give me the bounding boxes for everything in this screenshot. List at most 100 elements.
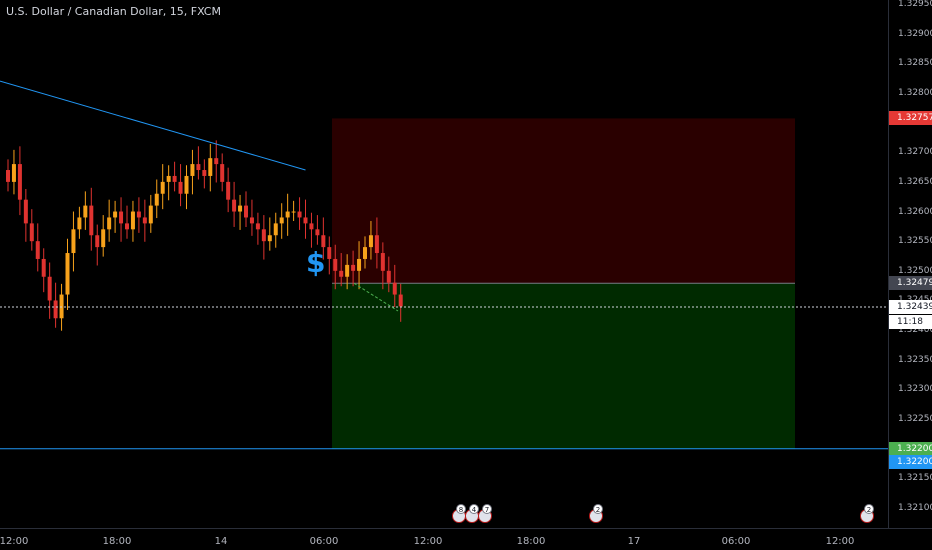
time-tick-label: 12:00	[825, 536, 855, 547]
candle-body	[297, 211, 302, 218]
candle-body	[380, 253, 385, 271]
candle-body	[130, 211, 135, 230]
position-path	[353, 282, 399, 312]
time-tick-label: 12:00	[0, 536, 29, 547]
time-tick-label: 14	[214, 536, 228, 547]
candle-body	[386, 270, 391, 283]
candle-body	[339, 270, 344, 277]
candle-body	[178, 181, 183, 194]
candle-body	[65, 253, 70, 295]
price-tick-label: 1.32850	[898, 58, 932, 69]
candle-body	[273, 223, 278, 236]
price-tick-label: 1.32800	[898, 87, 932, 98]
candle-body	[255, 223, 260, 230]
event-count-badge: 4	[469, 504, 479, 514]
price-tick-label: 1.32500	[898, 265, 932, 276]
candle-body	[303, 217, 308, 224]
candle-body	[392, 282, 397, 295]
time-axis-border	[0, 528, 932, 529]
candle-body	[59, 294, 64, 319]
time-tick-label: 17	[627, 536, 641, 547]
candle-body	[154, 193, 159, 206]
candle-body	[363, 247, 367, 259]
time-tick-label: 06:00	[309, 536, 339, 547]
candle-body	[345, 264, 350, 277]
candle-body	[267, 235, 272, 242]
stop-loss-zone	[332, 118, 795, 284]
candle-body	[172, 175, 177, 182]
price-tick-label: 1.32300	[898, 384, 932, 395]
candle-body	[374, 235, 379, 254]
candle-body	[232, 199, 237, 212]
event-count-badge: 8	[456, 504, 466, 514]
price-axis-border	[888, 0, 889, 528]
event-count-badge: 2	[593, 504, 603, 514]
candle-body	[71, 229, 76, 254]
candle-body	[398, 294, 403, 307]
candle-body	[101, 229, 106, 248]
candle-body	[119, 211, 124, 224]
candle-body	[249, 217, 254, 224]
candle-body	[77, 217, 82, 230]
candle-body	[244, 205, 248, 218]
candle-body	[17, 164, 22, 200]
candle-body	[6, 170, 10, 182]
candle-body	[333, 258, 338, 271]
candle-body	[83, 205, 88, 218]
price-tick-label: 1.32900	[898, 28, 932, 39]
price-tick-label: 1.32950	[898, 0, 932, 9]
price-badge: 11:18	[889, 315, 932, 329]
candle-body	[95, 235, 100, 248]
candle-body	[279, 217, 284, 224]
candle-body	[166, 175, 171, 182]
price-tick-label: 1.32400	[898, 325, 932, 336]
candle-body	[136, 211, 141, 218]
price-tick-label: 1.32350	[898, 354, 932, 365]
candle-body	[226, 181, 231, 200]
event-count-badge: 7	[482, 504, 492, 514]
take-profit-zone	[332, 283, 795, 449]
candle-body	[190, 164, 195, 176]
price-tick-label: 1.32650	[898, 176, 932, 187]
candle-body	[47, 276, 52, 301]
candle-body	[261, 229, 266, 242]
candle-body	[368, 235, 373, 248]
candle-body	[23, 199, 28, 224]
candle-body	[142, 217, 147, 224]
candle-body	[315, 229, 320, 236]
candle-body	[113, 211, 118, 218]
price-tick-label: 1.32700	[898, 147, 932, 158]
candle-body	[29, 223, 34, 242]
time-tick-label: 06:00	[721, 536, 751, 547]
candle-body	[357, 258, 362, 271]
candle-body	[309, 223, 314, 230]
time-tick-label: 12:00	[413, 536, 443, 547]
price-badge: 1.32200	[889, 441, 932, 456]
price-badge: 1.32200	[889, 454, 932, 469]
candle-body	[321, 235, 326, 248]
trendline	[0, 80, 306, 171]
price-tick-label: 1.32600	[898, 206, 932, 217]
candle-body	[125, 223, 129, 230]
candle-body	[238, 205, 243, 212]
candle-body	[107, 217, 112, 230]
time-tick-label: 18:00	[102, 536, 132, 547]
candle-body	[285, 211, 290, 218]
candle-body	[89, 205, 94, 236]
dollar-annotation: $	[306, 246, 326, 279]
price-tick-label: 1.32100	[898, 503, 932, 513]
candle-body	[35, 241, 40, 259]
candle-body	[202, 170, 207, 176]
candle-body	[196, 164, 201, 171]
candle-body	[41, 258, 46, 277]
price-tick-label: 1.32550	[898, 236, 932, 247]
price-badge: 1.32479	[889, 276, 932, 291]
price-badge: 1.32439	[889, 300, 932, 314]
symbol-title: U.S. Dollar / Canadian Dollar, 15, FXCM	[6, 5, 221, 18]
candle-body	[208, 158, 213, 176]
price-badge: 1.32757	[889, 111, 932, 126]
candle-body	[351, 264, 356, 271]
candle-body	[327, 247, 332, 259]
candle-body	[148, 205, 153, 224]
